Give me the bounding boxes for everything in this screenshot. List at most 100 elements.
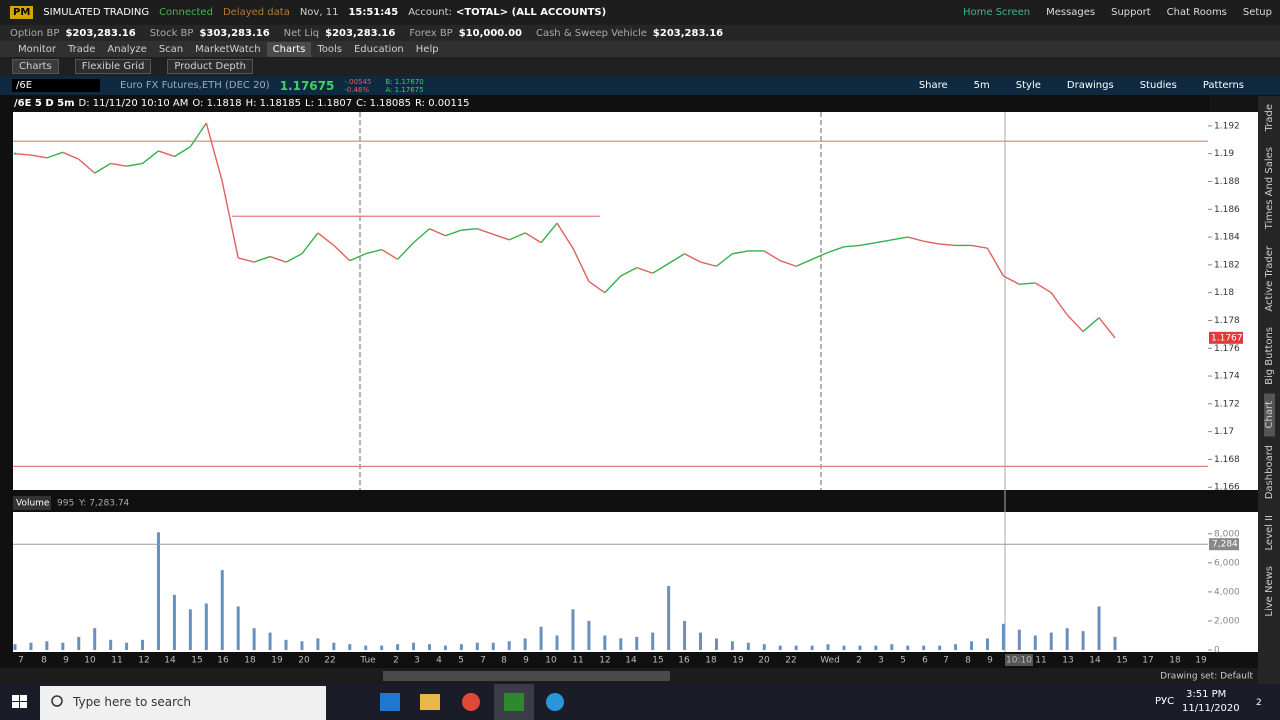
price-move	[668, 253, 685, 265]
side-tab[interactable]: Times And Sales	[1263, 147, 1275, 230]
volume-bar	[571, 609, 575, 650]
x-tick-label: 8	[501, 656, 507, 666]
volume-bar	[555, 635, 559, 650]
sub-tab[interactable]: Charts	[12, 59, 59, 74]
menu-tab[interactable]: Trade	[68, 43, 96, 55]
price-move	[174, 146, 191, 158]
volume-bar	[507, 641, 511, 650]
price-move	[971, 244, 988, 249]
top-link[interactable]: Messages	[1046, 7, 1096, 18]
language[interactable]: РУС	[1155, 696, 1175, 707]
volume-bar	[810, 645, 814, 650]
x-tick-label: 11	[111, 656, 122, 666]
change-box: -.00545 -0.46%	[344, 78, 381, 94]
balance-label: Forex BP	[409, 27, 453, 39]
volume-bar	[1097, 606, 1101, 650]
menu-tab[interactable]: Scan	[158, 43, 184, 55]
top-link[interactable]: Home Screen	[962, 7, 1031, 18]
chart-tool[interactable]: Style	[1015, 80, 1041, 91]
price-move	[716, 253, 733, 267]
price-move	[126, 162, 143, 167]
price-move	[269, 255, 287, 263]
volume-bar	[427, 644, 431, 650]
volume-bar	[1113, 636, 1117, 650]
chart-tool[interactable]: 5m	[973, 80, 990, 91]
volume-bar	[874, 645, 878, 650]
search-text[interactable]: Type here to search	[73, 695, 191, 709]
price-move	[1098, 317, 1116, 339]
side-tab[interactable]: Chart	[1263, 393, 1275, 437]
price-move	[46, 151, 64, 159]
menu-tab[interactable]: Monitor	[18, 43, 57, 55]
side-tab[interactable]: Big Buttons	[1263, 327, 1275, 386]
x-tick-label: 20	[298, 656, 310, 666]
chart-tool[interactable]: Studies	[1139, 80, 1177, 91]
balance-label: Cash & Sweep Vehicle	[535, 27, 647, 39]
volume-bar	[93, 628, 97, 650]
price-move	[30, 154, 48, 159]
explorer-icon[interactable]	[420, 694, 440, 710]
volume-bar	[794, 645, 798, 650]
info-item: /6E 5 D 5m	[14, 98, 75, 109]
side-tab[interactable]: Trade	[1263, 104, 1275, 132]
y-tick-label: 1.182	[1214, 260, 1240, 270]
price-move	[14, 152, 32, 156]
x-tick-label: 10	[84, 656, 96, 666]
side-tab[interactable]: Active Trader	[1263, 245, 1275, 312]
clock-date[interactable]: 11/11/2020	[1182, 703, 1240, 714]
account[interactable]: <TOTAL> (ALL ACCOUNTS)	[455, 7, 607, 18]
volume-bar	[683, 620, 687, 650]
edge-icon[interactable]	[380, 693, 400, 711]
price-move	[253, 255, 271, 263]
side-tab[interactable]: Live News	[1263, 566, 1275, 617]
x-tick-label: 14	[1089, 656, 1101, 666]
clock-time[interactable]: 3:51 PM	[1186, 689, 1227, 700]
chart-tool[interactable]: Drawings	[1066, 80, 1114, 91]
y-tick-label: 4,000	[1214, 587, 1240, 597]
sub-tab[interactable]: Flexible Grid	[74, 59, 152, 74]
price-move	[923, 240, 940, 245]
menu-tab[interactable]: Help	[415, 43, 439, 55]
price-move	[285, 253, 303, 263]
search-box[interactable]	[40, 686, 326, 720]
start-button[interactable]	[12, 695, 27, 708]
price-move	[1082, 317, 1100, 333]
chart-tool[interactable]: Patterns	[1202, 80, 1244, 91]
drawing-set[interactable]: Drawing set: Default	[1160, 672, 1253, 682]
telegram-icon[interactable]	[546, 693, 564, 711]
symbol[interactable]: /6E	[12, 79, 100, 92]
price-move	[891, 236, 908, 241]
sub-tab[interactable]: Product Depth	[167, 59, 253, 74]
price-move	[317, 232, 335, 246]
price-move	[636, 266, 653, 274]
info-item: H: 1.18185	[245, 98, 301, 109]
volume-bar	[188, 609, 192, 650]
notifications[interactable]: 2	[1256, 698, 1262, 708]
menu-tab[interactable]: Analyze	[107, 43, 147, 55]
menu-tab[interactable]: Tools	[317, 43, 342, 55]
menu-tab[interactable]: MarketWatch	[195, 43, 261, 55]
chrome-icon[interactable]	[462, 693, 480, 711]
top-link[interactable]: Setup	[1242, 7, 1272, 18]
x-tick-label: Wed	[820, 656, 840, 666]
volume-bar	[252, 628, 256, 650]
balance-value: $203,283.16	[325, 27, 396, 39]
side-tab[interactable]: Dashboard	[1263, 444, 1275, 499]
top-link[interactable]: Chat Rooms	[1166, 7, 1227, 18]
tos-icon[interactable]	[504, 693, 524, 711]
y-tick-label: 1.186	[1214, 205, 1240, 215]
price-move	[986, 247, 1005, 277]
side-tab[interactable]: Level II	[1263, 514, 1275, 551]
chart-tool[interactable]: Share	[918, 80, 948, 91]
menu-tab[interactable]: Education	[353, 43, 404, 55]
top-link[interactable]: Support	[1111, 7, 1151, 18]
volume-bar	[667, 586, 671, 650]
x-tick-label: 14	[164, 656, 176, 666]
volume-bar	[635, 636, 639, 650]
scrollbar[interactable]	[383, 671, 670, 681]
last-price-label: 1.1767	[1211, 333, 1243, 343]
price-move	[620, 267, 638, 277]
menu-tab[interactable]: Charts	[266, 41, 312, 57]
price-move	[333, 244, 351, 262]
x-tick-label: 9	[523, 656, 529, 666]
